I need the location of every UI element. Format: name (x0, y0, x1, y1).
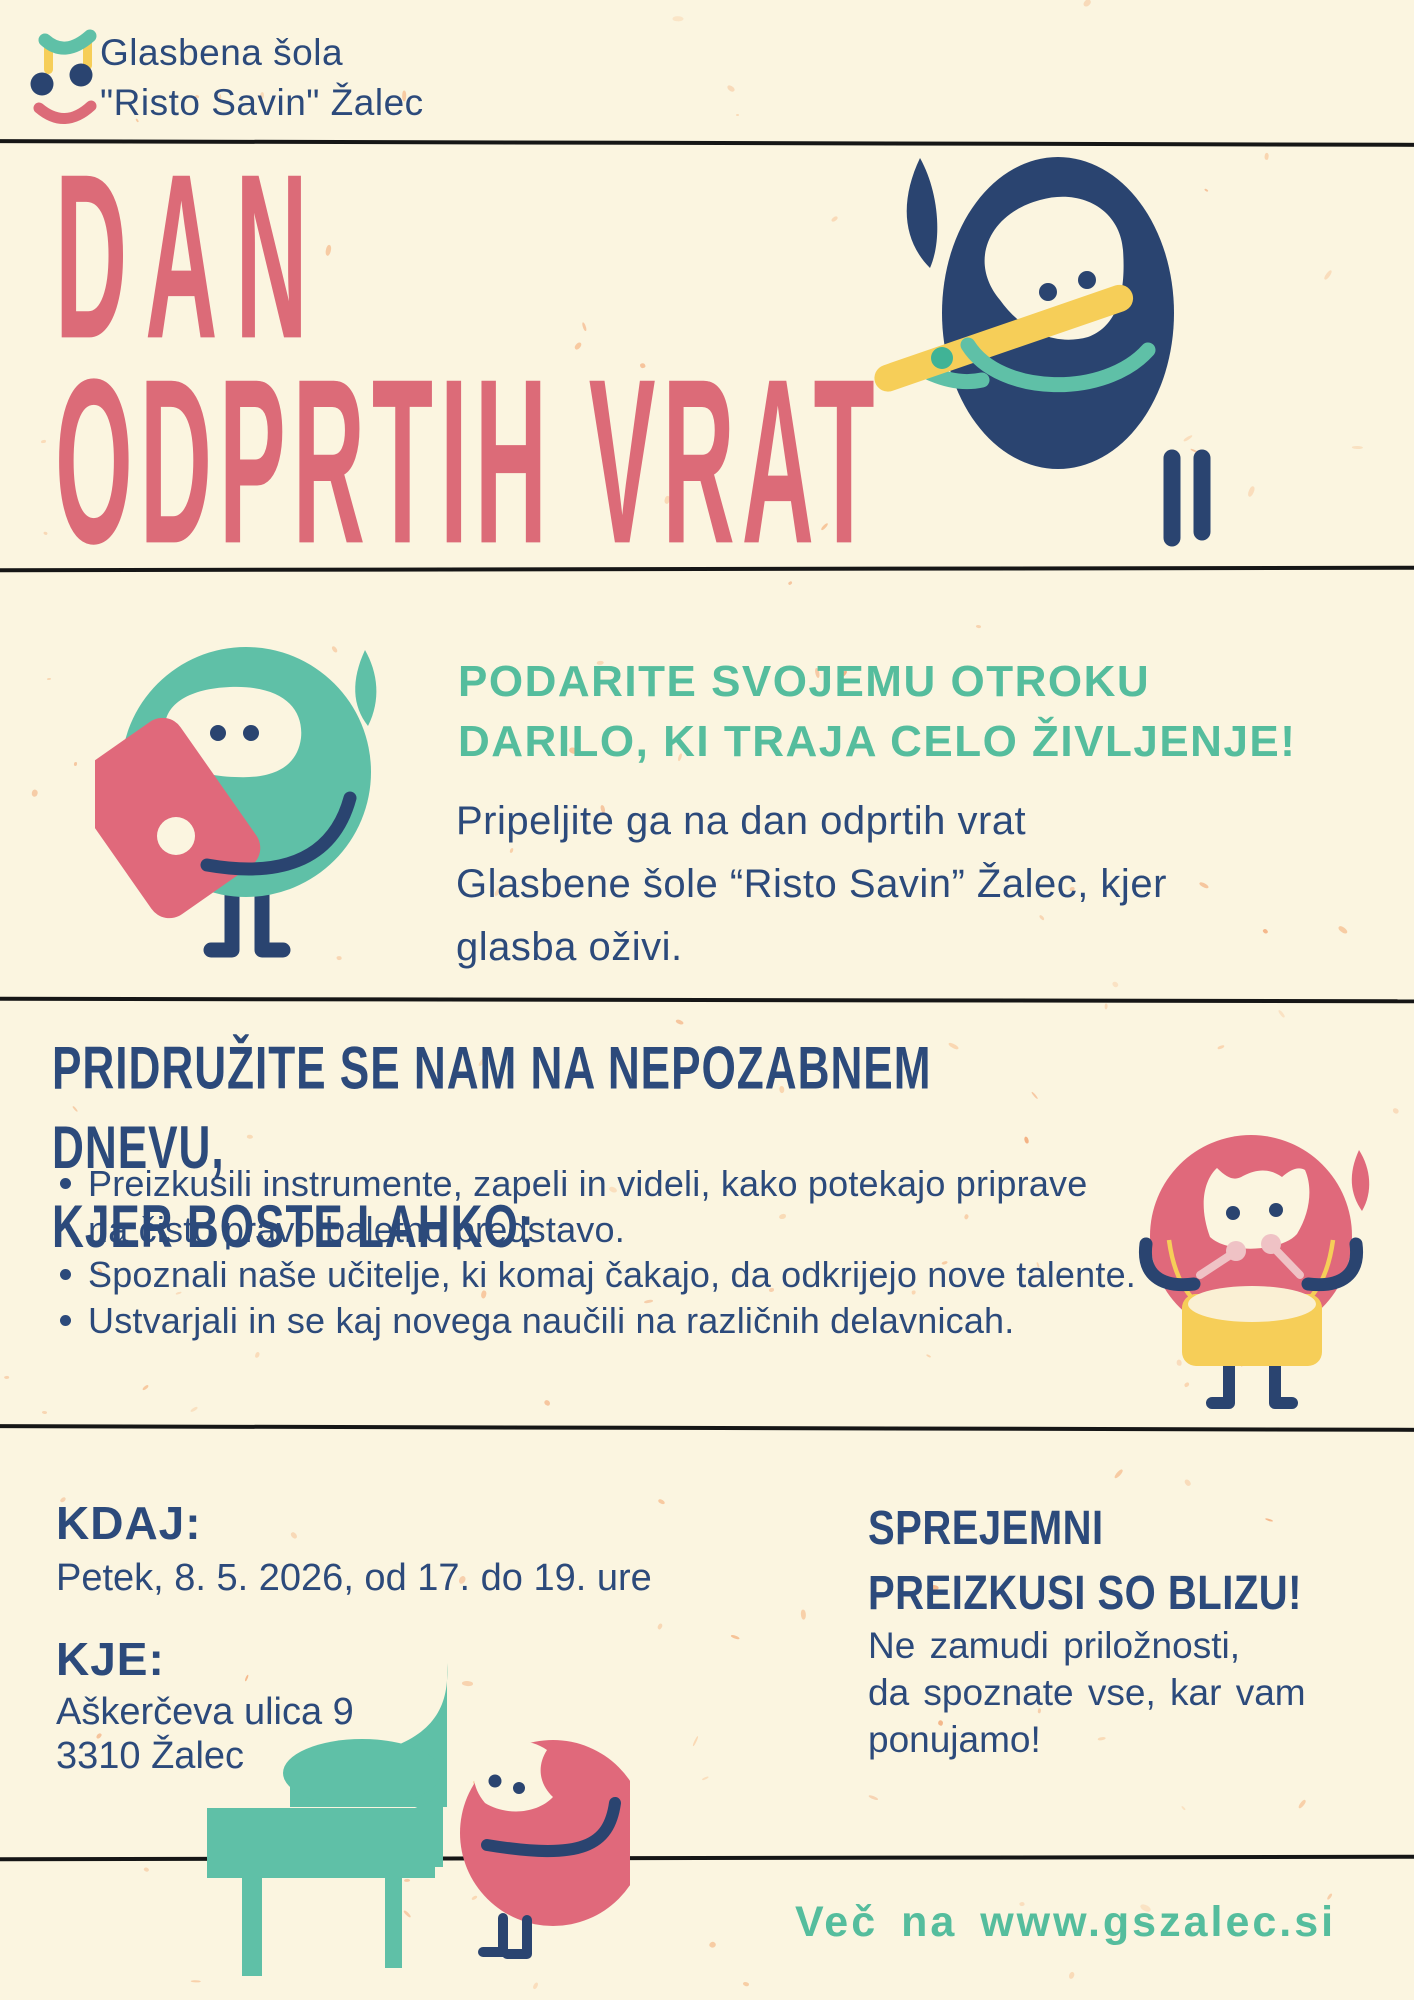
gift-headline: PODARITE SVOJEMU OTROKU DARILO, KI TRAJA… (458, 657, 1297, 766)
where-label: KJE: (56, 1633, 165, 1685)
drummer-character-illustration (1138, 1135, 1370, 1409)
poster-title-line-1: DAN (55, 125, 326, 390)
school-name: Glasbena šola "Risto Savin" Žalec (100, 32, 424, 123)
tryouts-heading: SPREJEMNI PREIZKUSI SO BLIZU! (868, 1502, 1302, 1620)
benefit-item: Preizkusili instrumente, zapeli in videl… (52, 1161, 1142, 1252)
gift-body-text: Pripeljite ga na dan odprtih vrat Glasbe… (456, 799, 1167, 969)
benefit-item: Ustvarjali in se kaj novega naučili na r… (52, 1298, 1142, 1344)
music-notes-smiley-logo-icon (30, 29, 97, 124)
website-note: Več na www.gszalec.si (795, 1898, 1337, 1946)
join-heading: PRIDRUŽITE SE NAM NA NEPOZABNEM DNEVU, K… (52, 1033, 932, 1261)
piano-player-illustration (207, 1663, 630, 1976)
benefit-item: Spoznali naše učitelje, ki komaj čakajo,… (52, 1252, 1142, 1298)
benefits-list: Preizkusili instrumente, zapeli in videl… (52, 1161, 1142, 1343)
poster-title-line-2: ODPRTIH VRAT (55, 330, 882, 595)
tryouts-body: Ne zamudi priložnosti, da spoznate vse, … (868, 1625, 1306, 1760)
when-value: Petek, 8. 5. 2026, od 17. do 19. ure (56, 1557, 652, 1599)
character-with-songbook-illustration (95, 647, 377, 958)
flute-character-illustration (874, 157, 1211, 547)
when-label: KDAJ: (56, 1497, 202, 1549)
where-value: Aškerčeva ulica 9 3310 Žalec (56, 1691, 354, 1777)
